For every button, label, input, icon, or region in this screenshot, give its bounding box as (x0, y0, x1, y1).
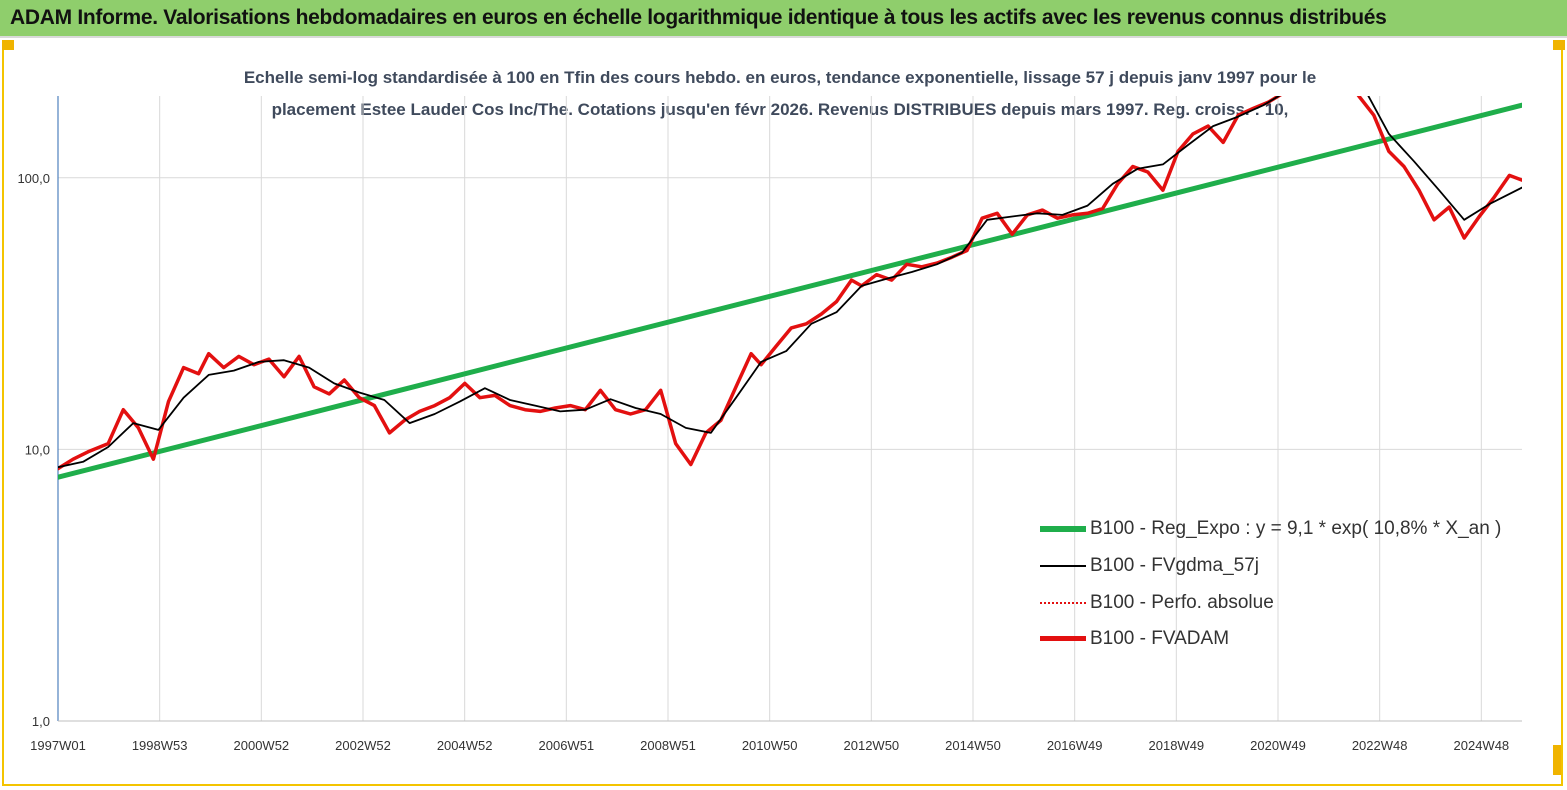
series-line-price (58, 96, 1522, 471)
x-tick-label: 2000W52 (234, 738, 290, 753)
grid (58, 96, 1522, 722)
x-tick-label: 1997W01 (30, 738, 86, 753)
y-tick-label: 1,0 (32, 714, 50, 729)
axes (57, 96, 1522, 722)
frame-corner-top-right (1553, 40, 1565, 50)
x-tick-label: 2022W48 (1352, 738, 1408, 753)
legend-label-smooth: B100 - FVgdma_57j (1090, 555, 1259, 576)
series-line-trend (58, 102, 1522, 480)
x-tick-label: 2012W50 (844, 738, 900, 753)
frame-corner-top-left (2, 40, 14, 50)
legend-swatch-smooth (1040, 565, 1086, 567)
x-tick-label: 2020W49 (1250, 738, 1306, 753)
y-tick-labels: 1,0 10,0 100,0 (17, 171, 50, 729)
frame-corner-bottom-right (1553, 745, 1561, 775)
legend-swatch-price (1040, 636, 1086, 641)
x-tick-labels: 1997W01 1998W53 2000W52 2002W52 2004W52 2006W… (30, 738, 1509, 753)
x-tick-label: 2018W49 (1149, 738, 1205, 753)
legend-label-perfo: B100 - Perfo. absolue (1090, 592, 1274, 613)
x-tick-label: 2008W51 (640, 738, 696, 753)
banner-title: ADAM Informe. Valorisations hebdomadaire… (10, 6, 1387, 29)
x-tick-label: 2010W50 (742, 738, 798, 753)
x-tick-label: 1998W53 (132, 738, 188, 753)
x-tick-label: 2004W52 (437, 738, 493, 753)
x-tick-label: 2006W51 (539, 738, 595, 753)
legend-swatch-trend (1040, 526, 1086, 532)
legend-label-price: B100 - FVADAM (1090, 628, 1230, 649)
chart-frame (2, 40, 1563, 786)
series-layer (58, 96, 1522, 480)
y-tick-label: 100,0 (17, 171, 50, 186)
chart-title-line-1: Echelle semi-log standardisée à 100 en T… (243, 68, 1317, 87)
legend-label-trend: B100 - Reg_Expo : y = 9,1 * exp( 10,8% *… (1090, 518, 1502, 539)
series-line-smooth (58, 96, 1522, 469)
x-tick-label: 2024W48 (1454, 738, 1510, 753)
banner: ADAM Informe. Valorisations hebdomadaire… (0, 0, 1567, 38)
x-tick-label: 2002W52 (335, 738, 391, 753)
chart-title-line-2: placement Estee Lauder Cos Inc/The. Cota… (271, 100, 1289, 119)
x-tick-label: 2016W49 (1047, 738, 1103, 753)
x-tick-label: 2014W50 (945, 738, 1001, 753)
legend-swatch-perfo (1040, 602, 1086, 604)
y-tick-label: 10,0 (25, 442, 50, 457)
